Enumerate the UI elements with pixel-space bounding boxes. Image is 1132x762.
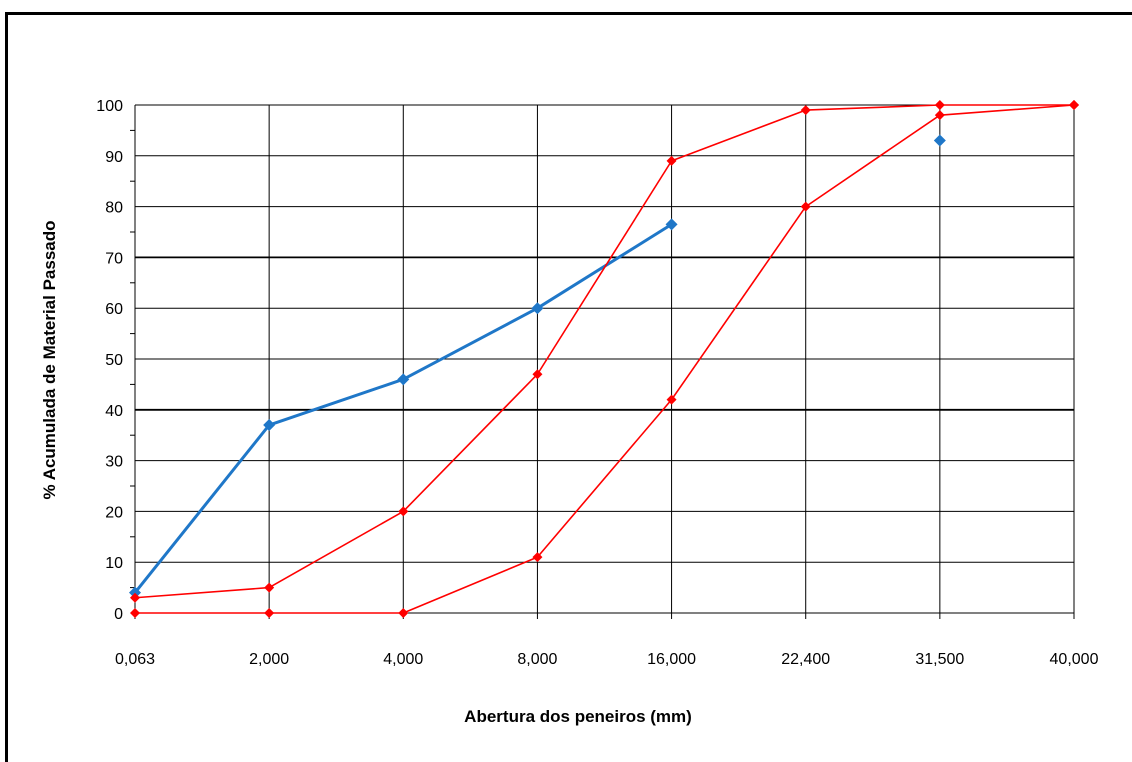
data-point xyxy=(532,369,543,380)
data-point xyxy=(264,582,275,593)
series-3 xyxy=(130,100,1079,618)
x-tick-label: 8,000 xyxy=(517,651,557,668)
data-point xyxy=(666,155,677,166)
y-tick-label: 0 xyxy=(114,606,123,623)
series-group xyxy=(129,100,1079,618)
series-line-segment xyxy=(402,373,539,512)
y-axis-label: % Acumulada de Material Passado xyxy=(40,220,59,499)
x-tick-label: 2,000 xyxy=(249,651,289,668)
x-tick-label: 4,000 xyxy=(383,651,423,668)
x-tick-label: 40,000 xyxy=(1050,651,1099,668)
y-tick-label: 50 xyxy=(105,352,123,369)
series-line-segment xyxy=(402,306,539,381)
data-point xyxy=(398,608,409,618)
y-tick-label: 60 xyxy=(105,301,123,318)
series-line-segment xyxy=(133,424,271,594)
x-tick-label: 22,400 xyxy=(781,651,830,668)
y-tick-label: 80 xyxy=(105,200,123,217)
y-tick-label: 10 xyxy=(105,555,123,572)
y-tick-label: 20 xyxy=(105,504,123,521)
frame-border-left xyxy=(5,12,8,762)
series-line-segment xyxy=(402,556,538,614)
series-line-segment xyxy=(670,206,807,401)
series-2 xyxy=(130,100,1079,603)
data-point xyxy=(666,394,677,405)
data-point xyxy=(934,100,945,110)
series-line-segment xyxy=(939,104,1075,116)
data-point xyxy=(264,608,275,618)
data-point xyxy=(1069,100,1079,110)
series-line-segment xyxy=(268,510,404,589)
data-point xyxy=(130,592,140,603)
y-tick-label: 70 xyxy=(105,250,123,267)
data-point xyxy=(665,218,678,231)
series-line-segment xyxy=(805,104,940,111)
data-point xyxy=(934,110,945,121)
y-tick-labels: 0 10 20 30 40 50 60 70 80 90 100 xyxy=(96,98,123,623)
data-point xyxy=(263,419,276,432)
x-tick-label: 16,000 xyxy=(647,651,696,668)
series-line-segment xyxy=(536,160,673,375)
data-point xyxy=(397,373,410,386)
y-tick-label: 100 xyxy=(96,98,123,115)
grid xyxy=(130,104,1075,619)
series-line-segment xyxy=(134,586,270,599)
x-tick-label: 0,063 xyxy=(115,651,155,668)
series-line-segment xyxy=(805,114,941,208)
data-point xyxy=(800,201,811,212)
data-point xyxy=(129,586,141,599)
y-tick-label: 30 xyxy=(105,454,123,471)
data-point xyxy=(531,302,544,315)
y-tick-label: 40 xyxy=(105,403,123,420)
data-point xyxy=(130,608,140,618)
data-point xyxy=(933,134,946,147)
series-line-segment xyxy=(671,109,806,162)
x-tick-label: 31,500 xyxy=(915,651,964,668)
data-point xyxy=(532,552,543,563)
x-axis-label: Abertura dos peneiros (mm) xyxy=(464,707,692,726)
data-point xyxy=(800,105,811,116)
y-tick-label: 90 xyxy=(105,149,123,166)
series-line-segment xyxy=(268,377,404,427)
frame-border-top xyxy=(5,12,1132,15)
series-line-segment xyxy=(536,399,673,558)
x-tick-labels: 0,063 2,000 4,000 8,000 16,000 22,400 31,500 40… xyxy=(115,651,1099,668)
data-point xyxy=(398,506,409,517)
